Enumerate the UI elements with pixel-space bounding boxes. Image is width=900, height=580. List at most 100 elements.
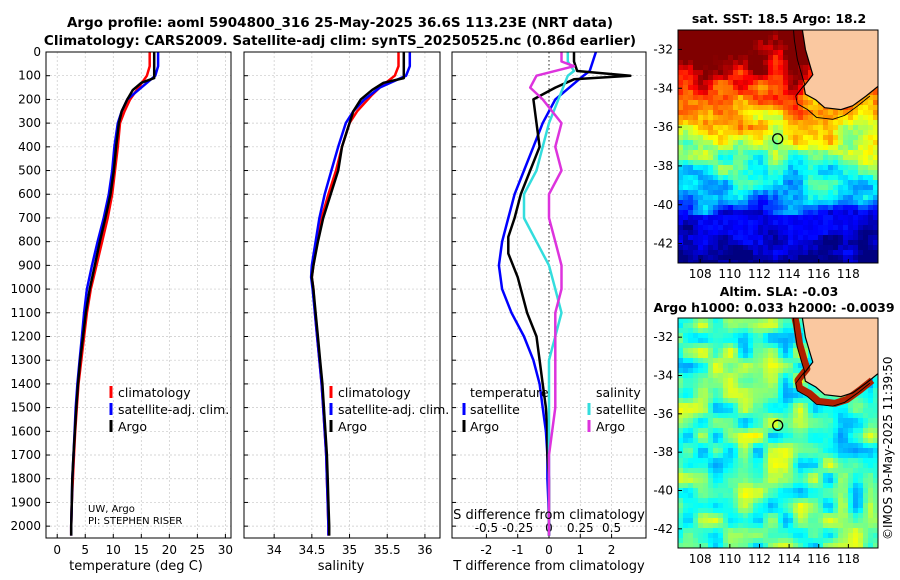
- map-cell: [688, 120, 693, 125]
- map-cell: [738, 478, 743, 483]
- map-cell: [728, 513, 733, 518]
- map-cell: [733, 363, 738, 368]
- map-cell: [823, 418, 828, 423]
- map-cell: [793, 240, 798, 245]
- map-cell: [803, 65, 808, 70]
- map-cell: [723, 260, 728, 263]
- map-cell: [703, 528, 708, 533]
- map-cell: [753, 200, 758, 205]
- map-cell: [688, 403, 693, 408]
- map-cell: [758, 175, 763, 180]
- map-cell: [778, 135, 783, 140]
- map-cell: [863, 503, 868, 508]
- map-cell: [718, 80, 723, 85]
- map-cell: [778, 115, 783, 120]
- map-cell: [838, 120, 843, 125]
- map-cell: [683, 175, 688, 180]
- map-cell: [778, 408, 783, 413]
- map-cell: [723, 160, 728, 165]
- map-cell: [713, 528, 718, 533]
- map-cell: [688, 70, 693, 75]
- map-cell: [698, 428, 703, 433]
- map-cell: [758, 333, 763, 338]
- map-cell: [708, 463, 713, 468]
- map-cell: [808, 358, 813, 363]
- map-cell: [833, 115, 838, 120]
- map-cell: [788, 353, 793, 358]
- map-cell: [813, 175, 818, 180]
- map-cell: [738, 343, 743, 348]
- map-cell: [728, 508, 733, 513]
- map-cell: [753, 205, 758, 210]
- map-cell: [828, 528, 833, 533]
- map-cell: [753, 75, 758, 80]
- map-cell: [743, 105, 748, 110]
- map-cell: [848, 160, 853, 165]
- map-cell: [703, 468, 708, 473]
- map-cell: [773, 408, 778, 413]
- map-cell: [818, 503, 823, 508]
- map-cell: [873, 125, 878, 130]
- map-cell: [683, 333, 688, 338]
- map-cell: [718, 245, 723, 250]
- map-cell: [783, 503, 788, 508]
- map-cell: [788, 40, 793, 45]
- map-cell: [743, 468, 748, 473]
- map-cell: [758, 80, 763, 85]
- map-cell: [823, 185, 828, 190]
- map-cell: [743, 100, 748, 105]
- map-cell: [733, 333, 738, 338]
- map-cell: [803, 458, 808, 463]
- map-cell: [688, 458, 693, 463]
- map-cell: [853, 145, 858, 150]
- map-cell: [778, 200, 783, 205]
- map-cell: [798, 220, 803, 225]
- map-cell: [833, 180, 838, 185]
- map-cell: [678, 538, 683, 543]
- difference-panel: -2 -1 0 1 2-0.5 -0.25 0 0.25 0.5: [451, 51, 647, 557]
- map-cell: [703, 463, 708, 468]
- map-cell: [813, 473, 818, 478]
- map-cell: [698, 488, 703, 493]
- map-cell: [683, 115, 688, 120]
- map-cell: [733, 80, 738, 85]
- map-cell: [753, 353, 758, 358]
- map-cell: [678, 363, 683, 368]
- map-cell: [753, 35, 758, 40]
- map-cell: [753, 210, 758, 215]
- map-cell: [808, 413, 813, 418]
- map-cell: [753, 528, 758, 533]
- map-cell: [733, 65, 738, 70]
- map-cell: [748, 328, 753, 333]
- map-cell: [728, 433, 733, 438]
- map-cell: [718, 428, 723, 433]
- map-cell: [708, 215, 713, 220]
- map-cell: [808, 468, 813, 473]
- map-cell: [693, 483, 698, 488]
- map-cell: [713, 50, 718, 55]
- map-cell: [858, 210, 863, 215]
- map-cell: [703, 110, 708, 115]
- map-cell: [678, 40, 683, 45]
- map-cell: [748, 245, 753, 250]
- map-cell: [708, 150, 713, 155]
- map-cell: [678, 205, 683, 210]
- map-cell: [848, 413, 853, 418]
- map-cell: [748, 100, 753, 105]
- map-cell: [773, 528, 778, 533]
- map-cell: [733, 423, 738, 428]
- map-cell: [848, 145, 853, 150]
- map-cell: [843, 250, 848, 255]
- map-cell: [718, 260, 723, 263]
- map-cell: [703, 388, 708, 393]
- map-cell: [698, 185, 703, 190]
- map-cell: [713, 403, 718, 408]
- map-cell: [718, 458, 723, 463]
- map-cell: [678, 140, 683, 145]
- map-cell: [688, 503, 693, 508]
- map-cell: [803, 260, 808, 263]
- map-cell: [713, 135, 718, 140]
- map-cell: [778, 458, 783, 463]
- map-cell: [753, 185, 758, 190]
- map-cell: [763, 170, 768, 175]
